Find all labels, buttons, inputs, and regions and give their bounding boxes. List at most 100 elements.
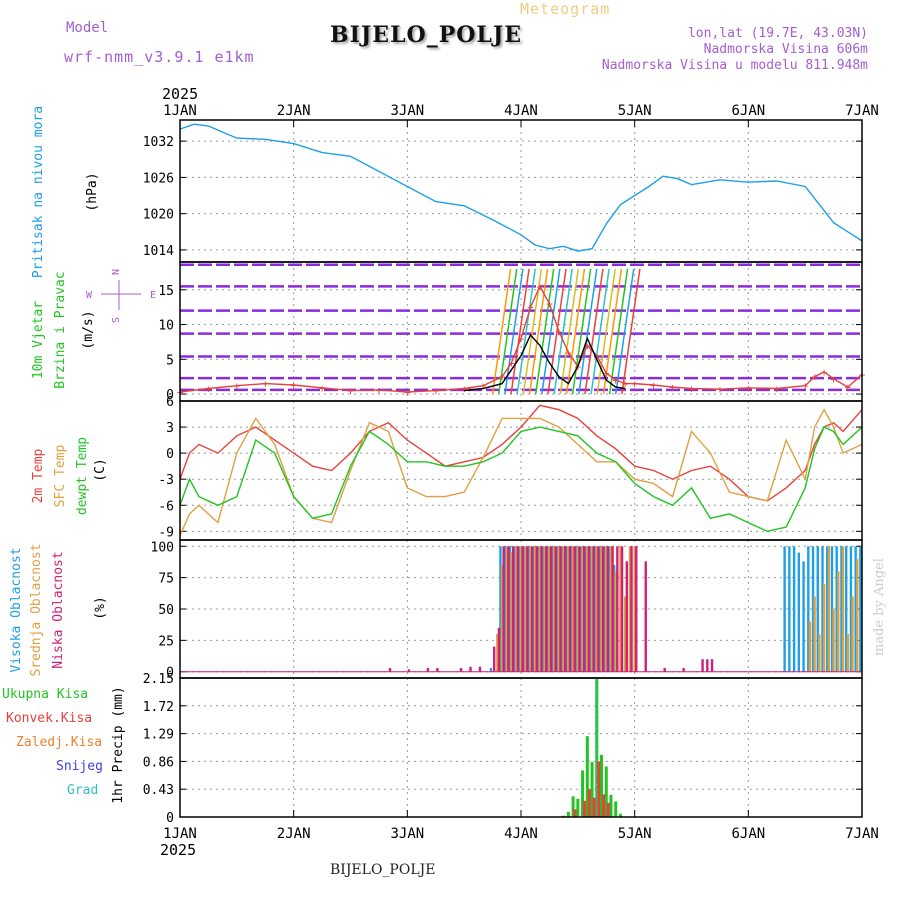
bar-cloud-2 [611, 546, 614, 672]
bar-cloud-2 [620, 546, 624, 672]
bar-precip-1 [583, 800, 587, 817]
bar-cloud-0 [792, 546, 796, 672]
wind-point: + [802, 380, 809, 393]
bar-cloud-0 [522, 546, 526, 672]
line-wind-0 [179, 284, 863, 393]
line-wind-1 [464, 333, 626, 392]
bar-cloud-0 [508, 546, 512, 672]
bar-cloud-1 [519, 546, 523, 672]
bar-cloud-0 [589, 546, 592, 672]
ylabel-wind-2: Brzina i Pravac [53, 271, 68, 388]
bar-cloud-1 [538, 546, 542, 672]
precip-legend-3: Snijeg [56, 759, 103, 774]
bar-cloud-2 [559, 546, 562, 672]
wind-barb [504, 268, 524, 395]
bar-cloud-2 [549, 546, 553, 672]
wind-barb [571, 268, 592, 395]
y-tick-label: 0 [166, 666, 174, 681]
bar-cloud-0 [797, 552, 801, 672]
bar-cloud-2 [601, 546, 605, 672]
bar-cloud-0 [575, 546, 578, 672]
wind-point: + [565, 346, 572, 359]
y-tick-label: 1.72 [143, 700, 174, 715]
bar-cloud-0 [556, 546, 559, 672]
bar-cloud-1 [581, 546, 584, 672]
ylabel-precip-unit: 1hr Precip (mm) [111, 686, 126, 803]
bar-cloud-2 [592, 546, 595, 672]
bar-cloud-0 [859, 546, 862, 672]
bar-cloud-0 [821, 546, 824, 672]
y-tick-label: 100 [151, 540, 174, 555]
wind-point: + [811, 371, 818, 384]
bar-cloud-2 [521, 546, 524, 672]
bar-cloud-2 [606, 546, 610, 672]
ylabel-cloud-low: Niska Oblacnost [51, 551, 66, 668]
bar-cloud-2 [436, 667, 439, 672]
ylabel-dewpt: dewpt Temp [75, 437, 90, 515]
bar-cloud-1 [571, 546, 575, 672]
panel-pressure: 1014 1020 1026 1032 [143, 119, 863, 263]
wind-barb [621, 268, 641, 395]
bar-cloud-2 [459, 667, 463, 672]
wind-point: + [499, 371, 506, 384]
bar-cloud-2 [407, 669, 411, 672]
wind-point: + [688, 382, 695, 395]
bar-cloud-2 [597, 546, 600, 672]
bar-cloud-1 [529, 546, 532, 672]
bar-cloud-1 [633, 546, 636, 672]
wind-barb [516, 268, 536, 395]
bar-cloud-1 [567, 546, 570, 672]
bar-cloud-2 [492, 646, 496, 672]
compass-w: W [86, 290, 93, 301]
bar-precip-0 [581, 770, 585, 817]
wind-point: + [603, 367, 610, 380]
bar-cloud-2 [535, 546, 539, 672]
bar-cloud-1 [827, 546, 831, 672]
wind-point: + [669, 381, 676, 394]
bar-cloud-1 [808, 621, 812, 672]
wind-compass-icon: N E W S [86, 269, 156, 323]
model-name: wrf-nmm_v3.9.1 e1km [64, 48, 255, 66]
bar-precip-1 [592, 797, 596, 817]
wind-point: + [745, 382, 752, 395]
y-tick-label: 1014 [143, 244, 174, 259]
bar-cloud-1 [614, 571, 617, 672]
wind-point: + [537, 280, 544, 293]
x-tick-label-bottom: 1JAN [163, 826, 197, 842]
bar-cloud-2 [478, 666, 482, 672]
wind-barb [547, 268, 567, 395]
compass-n: N [111, 269, 122, 275]
bar-cloud-0 [537, 546, 540, 672]
wind-point: + [593, 350, 600, 363]
bar-precip-1 [597, 761, 601, 817]
wind-point: + [376, 384, 383, 397]
y-tick-label: 5 [166, 353, 174, 368]
bar-cloud-0 [783, 546, 786, 672]
bar-cloud-0 [807, 546, 810, 672]
wind-point: + [518, 332, 525, 345]
elevation-label: Nadmorska Visina 606m [703, 42, 868, 57]
precip-legend-1: Konvek.Kisa [6, 711, 92, 726]
y-tick-label: 0 [166, 447, 174, 462]
bar-precip-0 [609, 795, 613, 817]
bar-cloud-0 [570, 546, 573, 672]
bar-cloud-1 [534, 546, 537, 672]
bar-cloud-1 [510, 552, 513, 672]
bar-cloud-2 [573, 546, 576, 672]
wind-barb [614, 268, 635, 395]
wind-barb [534, 268, 555, 395]
y-tick-label: 0.43 [143, 783, 174, 798]
bar-cloud-0 [579, 546, 583, 672]
ylabel-cloud-unit: (%) [93, 596, 108, 619]
bar-cloud-0 [854, 546, 857, 672]
bar-cloud-1 [822, 583, 826, 672]
wind-point: + [546, 298, 553, 311]
bar-cloud-1 [846, 634, 849, 672]
ylabel-wind-unit: (m/s) [81, 310, 96, 349]
ylabel-wind: 10m Vjetar [31, 301, 46, 379]
bar-cloud-0 [499, 546, 502, 672]
bar-cloud-0 [840, 546, 843, 672]
x-tick-label-bottom: 7JAN [845, 826, 879, 842]
wind-point: + [717, 383, 724, 396]
